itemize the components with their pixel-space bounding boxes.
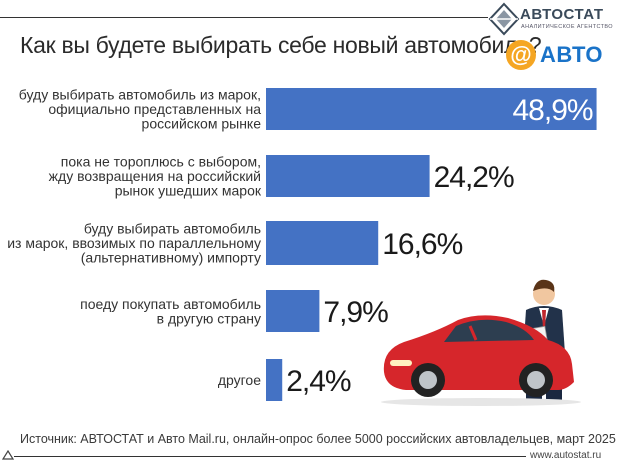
category-label-2-0: буду выбирать автомобиль (84, 221, 261, 237)
partner-name: АВТО (540, 42, 603, 67)
value-label-1: 24,2% (434, 161, 514, 194)
red-car-icon (381, 315, 581, 406)
category-label-4-0: другое (218, 372, 261, 388)
bar-3 (266, 290, 320, 332)
page-title: Как вы будете выбирать себе новый автомо… (20, 32, 542, 58)
category-label-3-1: в другую страну (157, 310, 261, 326)
mail-at-icon (506, 40, 536, 70)
value-label-3: 7,9% (323, 296, 388, 329)
value-label-0: 48,9% (512, 94, 592, 127)
category-label-0-0: буду выбирать автомобиль из марок, (19, 87, 261, 103)
mail-at-symbol: @ (510, 42, 532, 67)
value-label-2: 16,6% (382, 228, 462, 261)
bar-2 (266, 221, 379, 265)
category-label-3-0: поеду покупать автомобиль (80, 296, 261, 312)
logo-name: АВТОСТАТ (520, 6, 604, 23)
bar-1 (266, 155, 430, 197)
category-label-1-0: пока не тороплюсь с выбором, (61, 154, 261, 170)
source-note: Источник: АВТОСТАТ и Авто Mail.ru, онлай… (20, 432, 616, 446)
category-label-2-2: (альтернативному) импорту (81, 250, 261, 266)
category-label-1-2: рынок ушедших марок (115, 183, 262, 199)
site-url: www.autostat.ru (530, 450, 602, 461)
bottom-rule (14, 456, 526, 457)
category-label-1-1: жду возвращения на российский (49, 168, 261, 184)
category-label-0-2: российском рынке (142, 116, 262, 132)
logo-subtitle: АНАЛИТИЧЕСКОЕ АГЕНТСТВО (521, 24, 613, 30)
value-label-4: 2,4% (286, 365, 351, 398)
bar-4 (266, 359, 283, 401)
triangle-icon (2, 450, 14, 460)
category-label-2-1: из марок, ввозимых по параллельному (7, 235, 261, 251)
autostat-logo-icon (488, 2, 520, 36)
bar-0 (266, 88, 597, 130)
car-illustration-icon (381, 279, 581, 406)
category-label-0-1: официально представленных на (48, 101, 261, 117)
top-rule (0, 17, 488, 18)
